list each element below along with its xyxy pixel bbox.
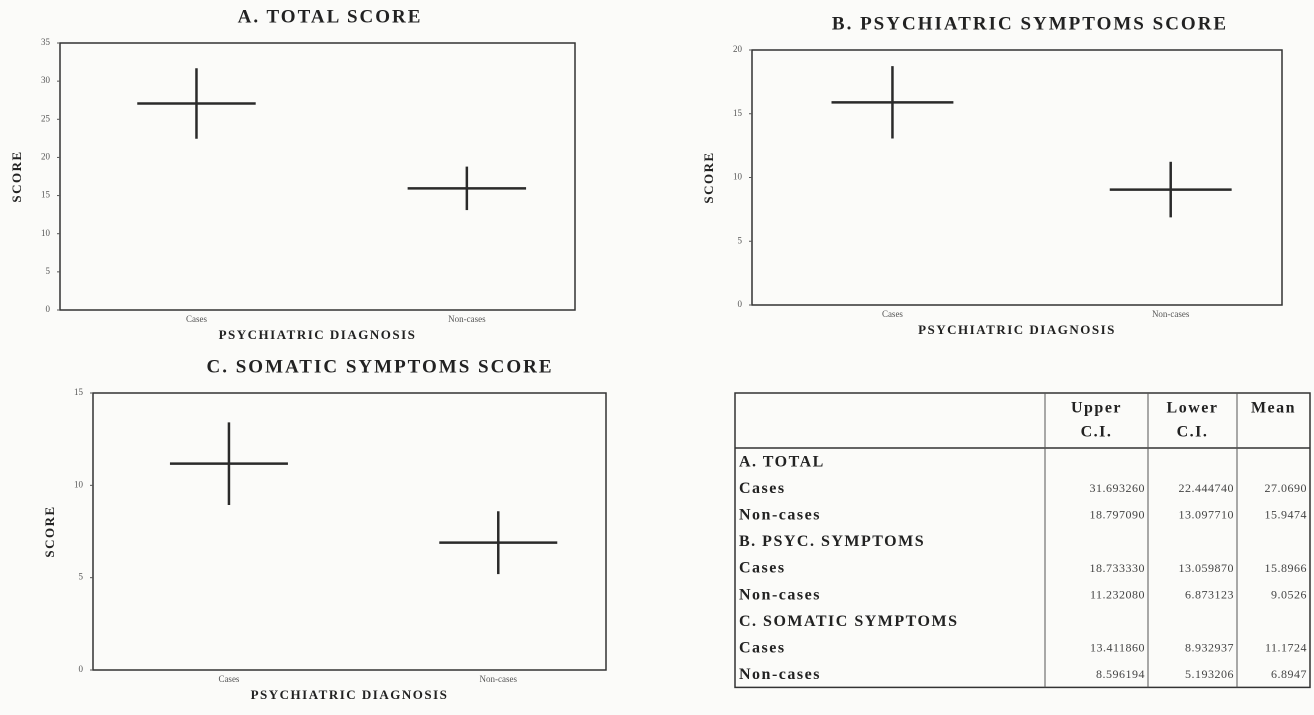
cell: 22.444740: [1179, 481, 1235, 495]
x-tick-label: Cases: [218, 674, 239, 684]
cell: 18.797090: [1090, 508, 1146, 522]
column-header: C.I.: [1177, 424, 1209, 441]
cell: 27.0690: [1265, 481, 1308, 495]
cell: 31.693260: [1090, 481, 1146, 495]
column-header: Mean: [1251, 400, 1296, 417]
cell: 18.733330: [1090, 561, 1146, 575]
section-title: A. TOTAL: [739, 453, 825, 470]
cell: 8.596194: [1096, 667, 1145, 681]
y-tick-label: 10: [733, 172, 743, 182]
x-tick-label: Non-cases: [480, 674, 518, 684]
cell: 9.0526: [1271, 587, 1307, 601]
y-tick-label: 0: [79, 664, 84, 674]
column-header: Lower: [1167, 400, 1219, 417]
cell: 5.193206: [1185, 667, 1234, 681]
cell: 15.9474: [1265, 508, 1308, 522]
y-tick-label: 35: [41, 37, 51, 47]
plot-frame: [751, 49, 1283, 306]
cell: 6.873123: [1185, 587, 1234, 601]
cell: 11.1724: [1265, 641, 1307, 655]
y-axis-label: SCORE: [701, 151, 716, 203]
y-tick-label: 10: [74, 479, 84, 489]
y-tick-label: 5: [46, 266, 51, 276]
cell: 13.059870: [1179, 561, 1235, 575]
section-title: B. PSYC. SYMPTOMS: [739, 533, 925, 550]
x-axis-label: PSYCHIATRIC DIAGNOSIS: [918, 322, 1116, 337]
y-tick-label: 20: [41, 151, 51, 161]
y-tick-label: 5: [79, 572, 84, 582]
cell: 6.8947: [1271, 667, 1307, 681]
y-tick-label: 25: [41, 113, 51, 123]
y-tick-label: 15: [74, 387, 84, 397]
row-label: Cases: [739, 480, 786, 497]
chart-title: C. SOMATIC SYMPTOMS SCORE: [207, 356, 554, 377]
x-axis-label: PSYCHIATRIC DIAGNOSIS: [219, 327, 417, 342]
y-tick-label: 15: [733, 108, 743, 118]
cell: 13.411860: [1090, 641, 1145, 655]
cell: 13.097710: [1179, 508, 1235, 522]
row-label: Cases: [739, 560, 786, 577]
row-label: Non-cases: [739, 507, 821, 524]
column-header: C.I.: [1081, 424, 1113, 441]
y-tick-label: 30: [41, 75, 51, 85]
y-tick-label: 0: [46, 304, 51, 314]
table-frame: [734, 392, 1311, 689]
plot-frame: [59, 42, 576, 311]
chart-title: B. PSYCHIATRIC SYMPTOMS SCORE: [832, 13, 1228, 34]
cell: 15.8966: [1265, 561, 1308, 575]
x-tick-label: Cases: [882, 309, 903, 319]
plot-frame: [92, 392, 607, 671]
x-tick-label: Non-cases: [448, 314, 486, 324]
y-tick-label: 5: [738, 235, 743, 245]
cell: 11.232080: [1090, 587, 1145, 601]
x-tick-label: Non-cases: [1152, 309, 1190, 319]
x-axis-label: PSYCHIATRIC DIAGNOSIS: [251, 687, 449, 702]
y-tick-label: 20: [733, 44, 743, 54]
y-axis-label: SCORE: [9, 150, 24, 202]
cell: 8.932937: [1185, 641, 1234, 655]
x-tick-label: Cases: [186, 314, 207, 324]
y-tick-label: 15: [41, 190, 51, 200]
y-tick-label: 10: [41, 228, 51, 238]
row-label: Cases: [739, 640, 786, 657]
chart-title: A. TOTAL SCORE: [238, 6, 423, 27]
row-label: Non-cases: [739, 666, 821, 683]
section-title: C. SOMATIC SYMPTOMS: [739, 613, 958, 630]
y-tick-label: 0: [738, 299, 743, 309]
y-axis-label: SCORE: [42, 505, 57, 557]
column-header: Upper: [1071, 400, 1122, 417]
row-label: Non-cases: [739, 586, 821, 603]
